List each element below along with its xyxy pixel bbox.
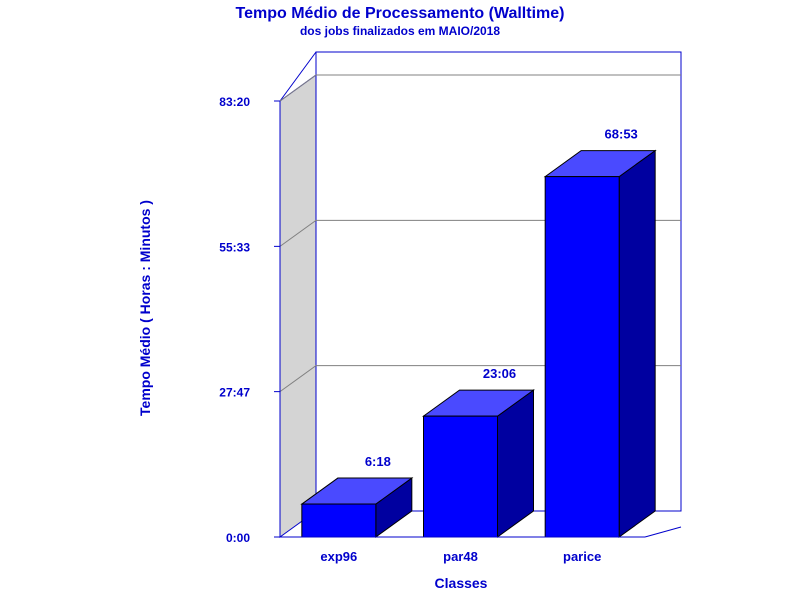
bar-exp96: 6:18 xyxy=(300,454,414,538)
chart-title: Tempo Médio de Processamento (Walltime) xyxy=(236,5,565,22)
x-tick-label: parice xyxy=(563,549,601,564)
bar-front xyxy=(423,415,498,538)
bar-side xyxy=(618,149,656,538)
x-axis-label: Classes xyxy=(435,575,488,591)
bars: 6:18 23:06 68:53 xyxy=(300,127,657,538)
floor-edge xyxy=(644,526,682,538)
bar-value-label: 6:18 xyxy=(365,454,391,469)
bar-value-label: 68:53 xyxy=(605,127,638,142)
y-tick-label: 55:33 xyxy=(219,240,250,254)
y-axis-label: Tempo Médio ( Horas : Minutos ) xyxy=(137,200,153,416)
x-tick-label: exp96 xyxy=(320,549,357,564)
bar-front xyxy=(301,503,377,538)
y-tick-label: 27:47 xyxy=(219,386,250,400)
x-axis-ticks: exp96 par48 parice xyxy=(320,549,601,564)
wall-top-edge xyxy=(279,51,317,102)
bar-front xyxy=(544,176,620,538)
bar-par48: 23:06 xyxy=(421,366,536,538)
chart-subtitle: dos jobs finalizados em MAIO/2018 xyxy=(300,24,500,38)
y-tick-label: 83:20 xyxy=(219,95,250,109)
y-tick-label: 0:00 xyxy=(226,531,250,545)
bar-parice: 68:53 xyxy=(543,127,657,538)
x-tick-label: par48 xyxy=(443,549,478,564)
y-axis-ticks: 0:00 27:47 55:33 83:20 xyxy=(219,95,281,545)
plot-front-frame xyxy=(280,526,682,538)
bar-value-label: 23:06 xyxy=(483,366,516,381)
side-wall xyxy=(279,74,317,538)
gridline xyxy=(279,74,681,102)
